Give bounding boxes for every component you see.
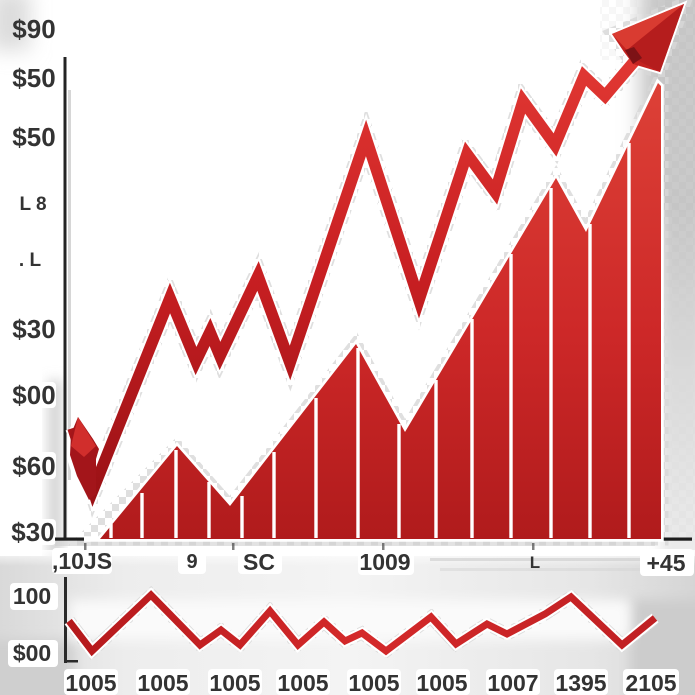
svg-text:SC: SC (243, 549, 275, 575)
svg-text:L: L (530, 553, 540, 572)
svg-text:1005: 1005 (348, 670, 399, 695)
svg-text:1005: 1005 (65, 670, 116, 695)
svg-text:1395: 1395 (555, 670, 606, 695)
svg-text:$30: $30 (11, 517, 54, 547)
svg-text:2105: 2105 (625, 670, 676, 695)
svg-text:$90: $90 (12, 14, 55, 44)
svg-text:1005: 1005 (416, 670, 467, 695)
svg-text:1009: 1009 (359, 549, 410, 575)
svg-text:$60: $60 (12, 451, 55, 481)
svg-text:+45: +45 (646, 550, 685, 576)
svg-text:$00: $00 (13, 640, 51, 666)
svg-text:. L: . L (19, 250, 42, 271)
svg-text:9: 9 (186, 551, 197, 573)
svg-text:L 8: L 8 (19, 194, 46, 215)
svg-text:1007: 1007 (487, 670, 538, 695)
svg-text:$50: $50 (12, 63, 55, 93)
svg-text:,10JS: ,10JS (52, 548, 112, 574)
svg-text:1005: 1005 (209, 670, 260, 695)
svg-text:$50: $50 (12, 122, 55, 152)
svg-text:$00: $00 (12, 380, 55, 410)
svg-text:$30: $30 (12, 314, 55, 344)
svg-text:1005: 1005 (137, 670, 188, 695)
svg-text:100: 100 (13, 583, 51, 609)
svg-text:1005: 1005 (277, 670, 328, 695)
